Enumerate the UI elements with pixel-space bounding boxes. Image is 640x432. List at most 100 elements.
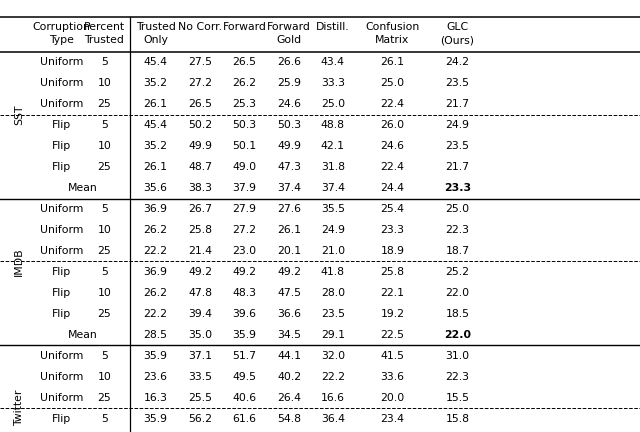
Text: 35.5: 35.5	[321, 204, 345, 214]
Text: 49.9: 49.9	[277, 141, 301, 151]
Text: 26.4: 26.4	[277, 393, 301, 403]
Text: 20.1: 20.1	[277, 246, 301, 256]
Text: 24.6: 24.6	[380, 141, 404, 151]
Text: 56.2: 56.2	[188, 413, 212, 423]
Text: 37.1: 37.1	[188, 351, 212, 361]
Text: 23.5: 23.5	[321, 309, 345, 319]
Text: 25: 25	[97, 99, 111, 109]
Text: 25.0: 25.0	[321, 99, 345, 109]
Text: 31.0: 31.0	[445, 351, 470, 361]
Text: 22.2: 22.2	[143, 309, 168, 319]
Text: 21.7: 21.7	[445, 99, 470, 109]
Text: Uniform: Uniform	[40, 204, 83, 214]
Text: Confusion: Confusion	[365, 22, 419, 32]
Text: 29.1: 29.1	[321, 330, 345, 340]
Text: 49.5: 49.5	[232, 372, 257, 381]
Text: Matrix: Matrix	[375, 35, 410, 45]
Text: (Ours): (Ours)	[440, 35, 475, 45]
Text: 34.5: 34.5	[277, 330, 301, 340]
Text: 22.2: 22.2	[143, 246, 168, 256]
Text: 61.6: 61.6	[232, 413, 257, 423]
Text: 47.5: 47.5	[277, 288, 301, 298]
Text: 5: 5	[101, 204, 108, 214]
Text: 20.0: 20.0	[380, 393, 404, 403]
Text: 40.6: 40.6	[232, 393, 257, 403]
Text: 5: 5	[101, 267, 108, 277]
Text: 25: 25	[97, 393, 111, 403]
Text: 41.5: 41.5	[380, 351, 404, 361]
Text: Flip: Flip	[52, 288, 71, 298]
Text: 26.0: 26.0	[380, 120, 404, 130]
Text: 5: 5	[101, 120, 108, 130]
Text: 22.2: 22.2	[321, 372, 345, 381]
Text: Forward: Forward	[268, 22, 311, 32]
Text: 23.3: 23.3	[444, 183, 471, 193]
Text: 43.4: 43.4	[321, 57, 345, 67]
Text: Uniform: Uniform	[40, 246, 83, 256]
Text: 15.5: 15.5	[445, 393, 470, 403]
Text: 37.9: 37.9	[232, 183, 257, 193]
Text: 26.7: 26.7	[188, 204, 212, 214]
Text: 25: 25	[97, 246, 111, 256]
Text: 33.6: 33.6	[380, 372, 404, 381]
Text: 39.6: 39.6	[232, 309, 257, 319]
Text: 50.1: 50.1	[232, 141, 257, 151]
Text: 41.8: 41.8	[321, 267, 345, 277]
Text: 26.2: 26.2	[143, 288, 168, 298]
Text: 23.5: 23.5	[445, 78, 470, 88]
Text: 31.8: 31.8	[321, 162, 345, 172]
Text: 24.9: 24.9	[321, 225, 345, 235]
Text: Mean: Mean	[68, 183, 98, 193]
Text: 40.2: 40.2	[277, 372, 301, 381]
Text: Flip: Flip	[52, 309, 71, 319]
Text: 44.1: 44.1	[277, 351, 301, 361]
Text: Flip: Flip	[52, 141, 71, 151]
Text: 25.0: 25.0	[445, 204, 470, 214]
Text: Percent: Percent	[84, 22, 125, 32]
Text: 28.0: 28.0	[321, 288, 345, 298]
Text: 45.4: 45.4	[143, 120, 168, 130]
Text: 24.2: 24.2	[445, 57, 470, 67]
Text: 35.0: 35.0	[188, 330, 212, 340]
Text: 48.8: 48.8	[321, 120, 345, 130]
Text: Flip: Flip	[52, 413, 71, 423]
Text: 24.9: 24.9	[445, 120, 470, 130]
Text: 37.4: 37.4	[321, 183, 345, 193]
Text: 49.2: 49.2	[188, 267, 212, 277]
Text: 26.1: 26.1	[143, 99, 168, 109]
Text: 23.5: 23.5	[445, 141, 470, 151]
Text: 25: 25	[97, 162, 111, 172]
Text: 45.4: 45.4	[143, 57, 168, 67]
Text: 16.6: 16.6	[321, 393, 345, 403]
Text: 24.6: 24.6	[277, 99, 301, 109]
Text: 22.3: 22.3	[445, 372, 470, 381]
Text: 27.9: 27.9	[232, 204, 257, 214]
Text: 22.4: 22.4	[380, 99, 404, 109]
Text: 23.6: 23.6	[143, 372, 168, 381]
Text: 48.7: 48.7	[188, 162, 212, 172]
Text: 42.1: 42.1	[321, 141, 345, 151]
Text: 23.4: 23.4	[380, 413, 404, 423]
Text: SST: SST	[14, 105, 24, 125]
Text: Flip: Flip	[52, 267, 71, 277]
Text: 32.0: 32.0	[321, 351, 345, 361]
Text: 25.2: 25.2	[445, 267, 470, 277]
Text: 22.5: 22.5	[380, 330, 404, 340]
Text: 5: 5	[101, 413, 108, 423]
Text: 35.9: 35.9	[143, 351, 168, 361]
Text: 19.2: 19.2	[380, 309, 404, 319]
Text: 24.4: 24.4	[380, 183, 404, 193]
Text: 10: 10	[97, 372, 111, 381]
Text: Corruption: Corruption	[33, 22, 90, 32]
Text: 33.3: 33.3	[321, 78, 345, 88]
Text: 35.9: 35.9	[232, 330, 257, 340]
Text: 50.3: 50.3	[277, 120, 301, 130]
Text: 28.5: 28.5	[143, 330, 168, 340]
Text: 27.6: 27.6	[277, 204, 301, 214]
Text: 23.0: 23.0	[232, 246, 257, 256]
Text: Twitter: Twitter	[14, 390, 24, 426]
Text: 51.7: 51.7	[232, 351, 257, 361]
Text: 26.6: 26.6	[277, 57, 301, 67]
Text: 21.0: 21.0	[321, 246, 345, 256]
Text: 21.4: 21.4	[188, 246, 212, 256]
